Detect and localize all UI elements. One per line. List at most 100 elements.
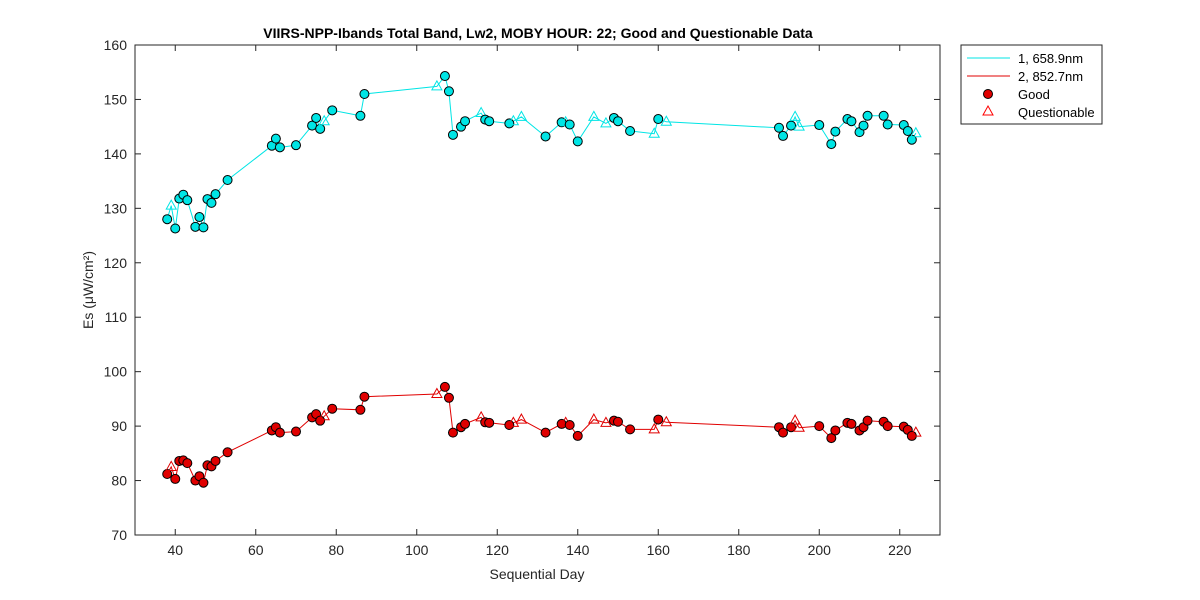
legend: 1, 658.9nm 2, 852.7nm Good Questionable: [960, 44, 1103, 125]
good-point: [327, 403, 338, 414]
good-point: [291, 140, 301, 151]
good-point: [540, 131, 551, 142]
good-point: [270, 133, 281, 144]
good-point: [786, 120, 797, 131]
questionable-point: [910, 426, 922, 437]
legend-label-2: 2, 852.7nm: [1018, 69, 1083, 84]
questionable-point: [431, 79, 443, 91]
good-point: [846, 116, 857, 127]
good-point: [625, 424, 636, 435]
x-tick-label: 180: [727, 542, 751, 558]
plot-area: [134, 44, 941, 536]
legend-label-1: 1, 658.9nm: [1018, 51, 1083, 66]
y-tick-label: 130: [104, 200, 128, 216]
legend-label-3: Good: [1018, 87, 1050, 102]
good-point: [826, 433, 837, 444]
good-point: [439, 71, 450, 82]
questionable-point: [515, 413, 528, 424]
x-tick-label: 100: [405, 542, 429, 558]
good-point: [355, 110, 366, 121]
legend-label-4: Questionable: [1018, 105, 1095, 120]
good-point: [359, 391, 370, 402]
questionable-point: [165, 460, 178, 471]
questionable-point: [431, 387, 443, 398]
good-point: [222, 175, 233, 186]
good-point: [564, 420, 575, 431]
good-point: [170, 223, 181, 234]
good-point: [170, 473, 181, 484]
questionable-point: [789, 414, 801, 425]
questionable-point: [660, 115, 673, 126]
good-point: [443, 86, 454, 97]
good-point: [327, 105, 338, 116]
y-tick-label: 120: [104, 255, 128, 271]
x-axis-label: Sequential Day: [490, 566, 585, 582]
good-point: [862, 110, 873, 121]
good-point: [882, 119, 893, 130]
x-tick-label: 40: [167, 542, 183, 558]
legend-marker-good: [983, 89, 993, 99]
questionable-point: [515, 110, 528, 121]
good-point: [814, 120, 825, 131]
good-point: [447, 129, 458, 140]
good-point: [564, 119, 575, 130]
good-point: [198, 477, 209, 488]
questionable-point: [648, 127, 661, 138]
questionable-point: [910, 126, 922, 138]
y-tick-label: 90: [111, 418, 127, 434]
good-point: [830, 425, 841, 436]
x-tick-label: 140: [566, 542, 590, 558]
questionable-point: [793, 421, 805, 432]
y-tick-label: 160: [104, 37, 128, 53]
good-point: [774, 122, 784, 133]
good-point: [274, 142, 285, 153]
x-tick-label: 160: [647, 542, 671, 558]
y-tick-label: 150: [104, 91, 128, 107]
good-point: [778, 130, 789, 141]
good-point: [315, 123, 326, 134]
good-point: [778, 427, 789, 438]
good-point: [540, 427, 551, 438]
good-point: [814, 421, 825, 432]
good-point: [484, 116, 495, 127]
good-point: [902, 126, 913, 137]
good-point: [222, 447, 233, 458]
questionable-point: [600, 416, 612, 427]
good-point: [882, 421, 893, 432]
y-tick-label: 100: [104, 364, 128, 380]
questionable-point: [588, 413, 600, 424]
good-point: [198, 222, 209, 233]
good-point: [484, 417, 495, 428]
questionable-point: [165, 199, 178, 210]
good-point: [878, 110, 889, 121]
questionable-point: [600, 116, 612, 128]
good-point: [460, 116, 471, 127]
good-point: [460, 418, 471, 429]
good-point: [447, 427, 458, 438]
y-axis-label: Es (μW/cm²): [80, 251, 96, 329]
y-tick-label: 140: [104, 146, 128, 162]
y-tick-label: 70: [111, 527, 127, 543]
good-point: [826, 139, 837, 150]
good-point: [572, 136, 583, 147]
good-point: [210, 455, 221, 466]
series-layer: [162, 71, 922, 488]
good-point: [862, 415, 873, 426]
x-tick-label: 80: [328, 542, 344, 558]
good-point: [439, 381, 450, 392]
good-point: [210, 189, 221, 200]
good-point: [613, 116, 623, 127]
good-point: [653, 414, 664, 425]
legend-marker-questionable: [982, 104, 994, 116]
questionable-point: [648, 422, 661, 434]
good-point: [359, 89, 370, 99]
good-point: [613, 416, 623, 427]
y-tick-label: 80: [111, 473, 127, 489]
questionable-point: [789, 110, 801, 121]
y-tick-label: 110: [105, 309, 128, 325]
good-point: [625, 126, 636, 137]
questionable-point: [475, 106, 487, 118]
good-point: [846, 418, 857, 429]
good-point: [315, 415, 326, 426]
good-point: [572, 430, 583, 441]
